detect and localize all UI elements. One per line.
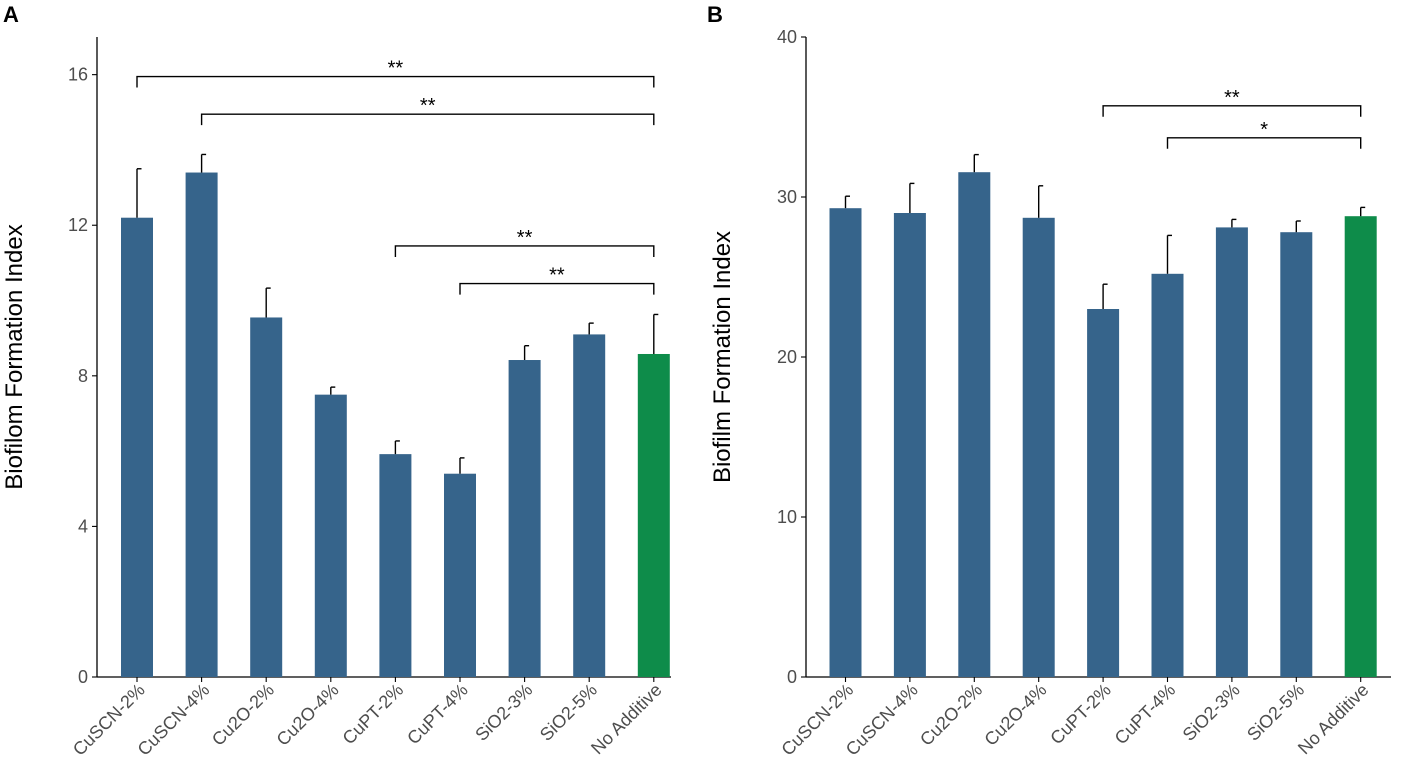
x-category-label: SiO2-3%	[1179, 680, 1244, 745]
significance-label: **	[1224, 87, 1240, 109]
bar	[379, 454, 412, 677]
significance-bracket	[136, 75, 655, 88]
significance-label: **	[517, 227, 533, 249]
x-category-label: No Additive	[587, 680, 666, 759]
bar	[314, 394, 347, 677]
bar	[444, 473, 476, 677]
panel-b-letter: B	[707, 2, 723, 27]
y-axis-title: Biofilm Formation Index	[709, 231, 736, 483]
significance-bracket	[1102, 105, 1362, 117]
bar	[508, 360, 541, 677]
bar	[893, 213, 926, 677]
y-tick-label: 4	[78, 516, 88, 536]
y-tick-label: 0	[78, 667, 88, 687]
significance-bracket	[394, 245, 655, 257]
significance-bracket	[459, 282, 655, 295]
significance-label: **	[420, 95, 436, 117]
x-category-label: CuPT-2%	[1046, 680, 1115, 749]
significance-label: *	[1260, 119, 1268, 141]
bar	[958, 172, 991, 677]
y-tick-label: 10	[777, 507, 797, 527]
x-category-label: CuPT-4%	[1111, 680, 1180, 749]
bar	[1344, 216, 1377, 677]
bar	[637, 353, 670, 677]
significance-label: **	[549, 265, 565, 287]
x-category-label: Cu2O-2%	[916, 680, 986, 750]
y-tick-label: 12	[68, 215, 88, 235]
y-tick-label: 30	[777, 187, 797, 207]
significance-label: **	[388, 58, 404, 80]
bar	[185, 172, 218, 677]
bar	[1151, 273, 1184, 677]
panel-a-letter: A	[3, 2, 19, 27]
bar	[1087, 309, 1120, 677]
significance-bracket	[1166, 137, 1362, 149]
y-tick-label: 0	[787, 667, 797, 687]
bar	[1280, 232, 1313, 677]
bar	[573, 334, 606, 677]
x-category-label: CuPT-2%	[339, 680, 408, 749]
significance-bracket	[200, 113, 655, 126]
bar	[829, 208, 862, 677]
x-category-label: Cu2O-2%	[208, 680, 278, 750]
x-category-label: SiO2-5%	[536, 680, 601, 745]
bar	[121, 217, 153, 678]
x-category-label: Cu2O-4%	[273, 680, 343, 750]
y-tick-label: 16	[68, 65, 88, 85]
bar	[1022, 217, 1055, 678]
x-category-label: SiO2-5%	[1243, 680, 1308, 745]
y-tick-label: 40	[777, 27, 797, 47]
x-category-label: Cu2O-4%	[981, 680, 1051, 750]
x-category-label: SiO2-3%	[471, 680, 536, 745]
bar	[1215, 227, 1248, 677]
y-axis-title: Biofilom Formation Index	[1, 224, 28, 489]
y-tick-label: 8	[78, 366, 88, 386]
y-tick-label: 20	[777, 347, 797, 367]
x-category-label: CuPT-4%	[403, 680, 472, 749]
bar	[250, 317, 283, 677]
